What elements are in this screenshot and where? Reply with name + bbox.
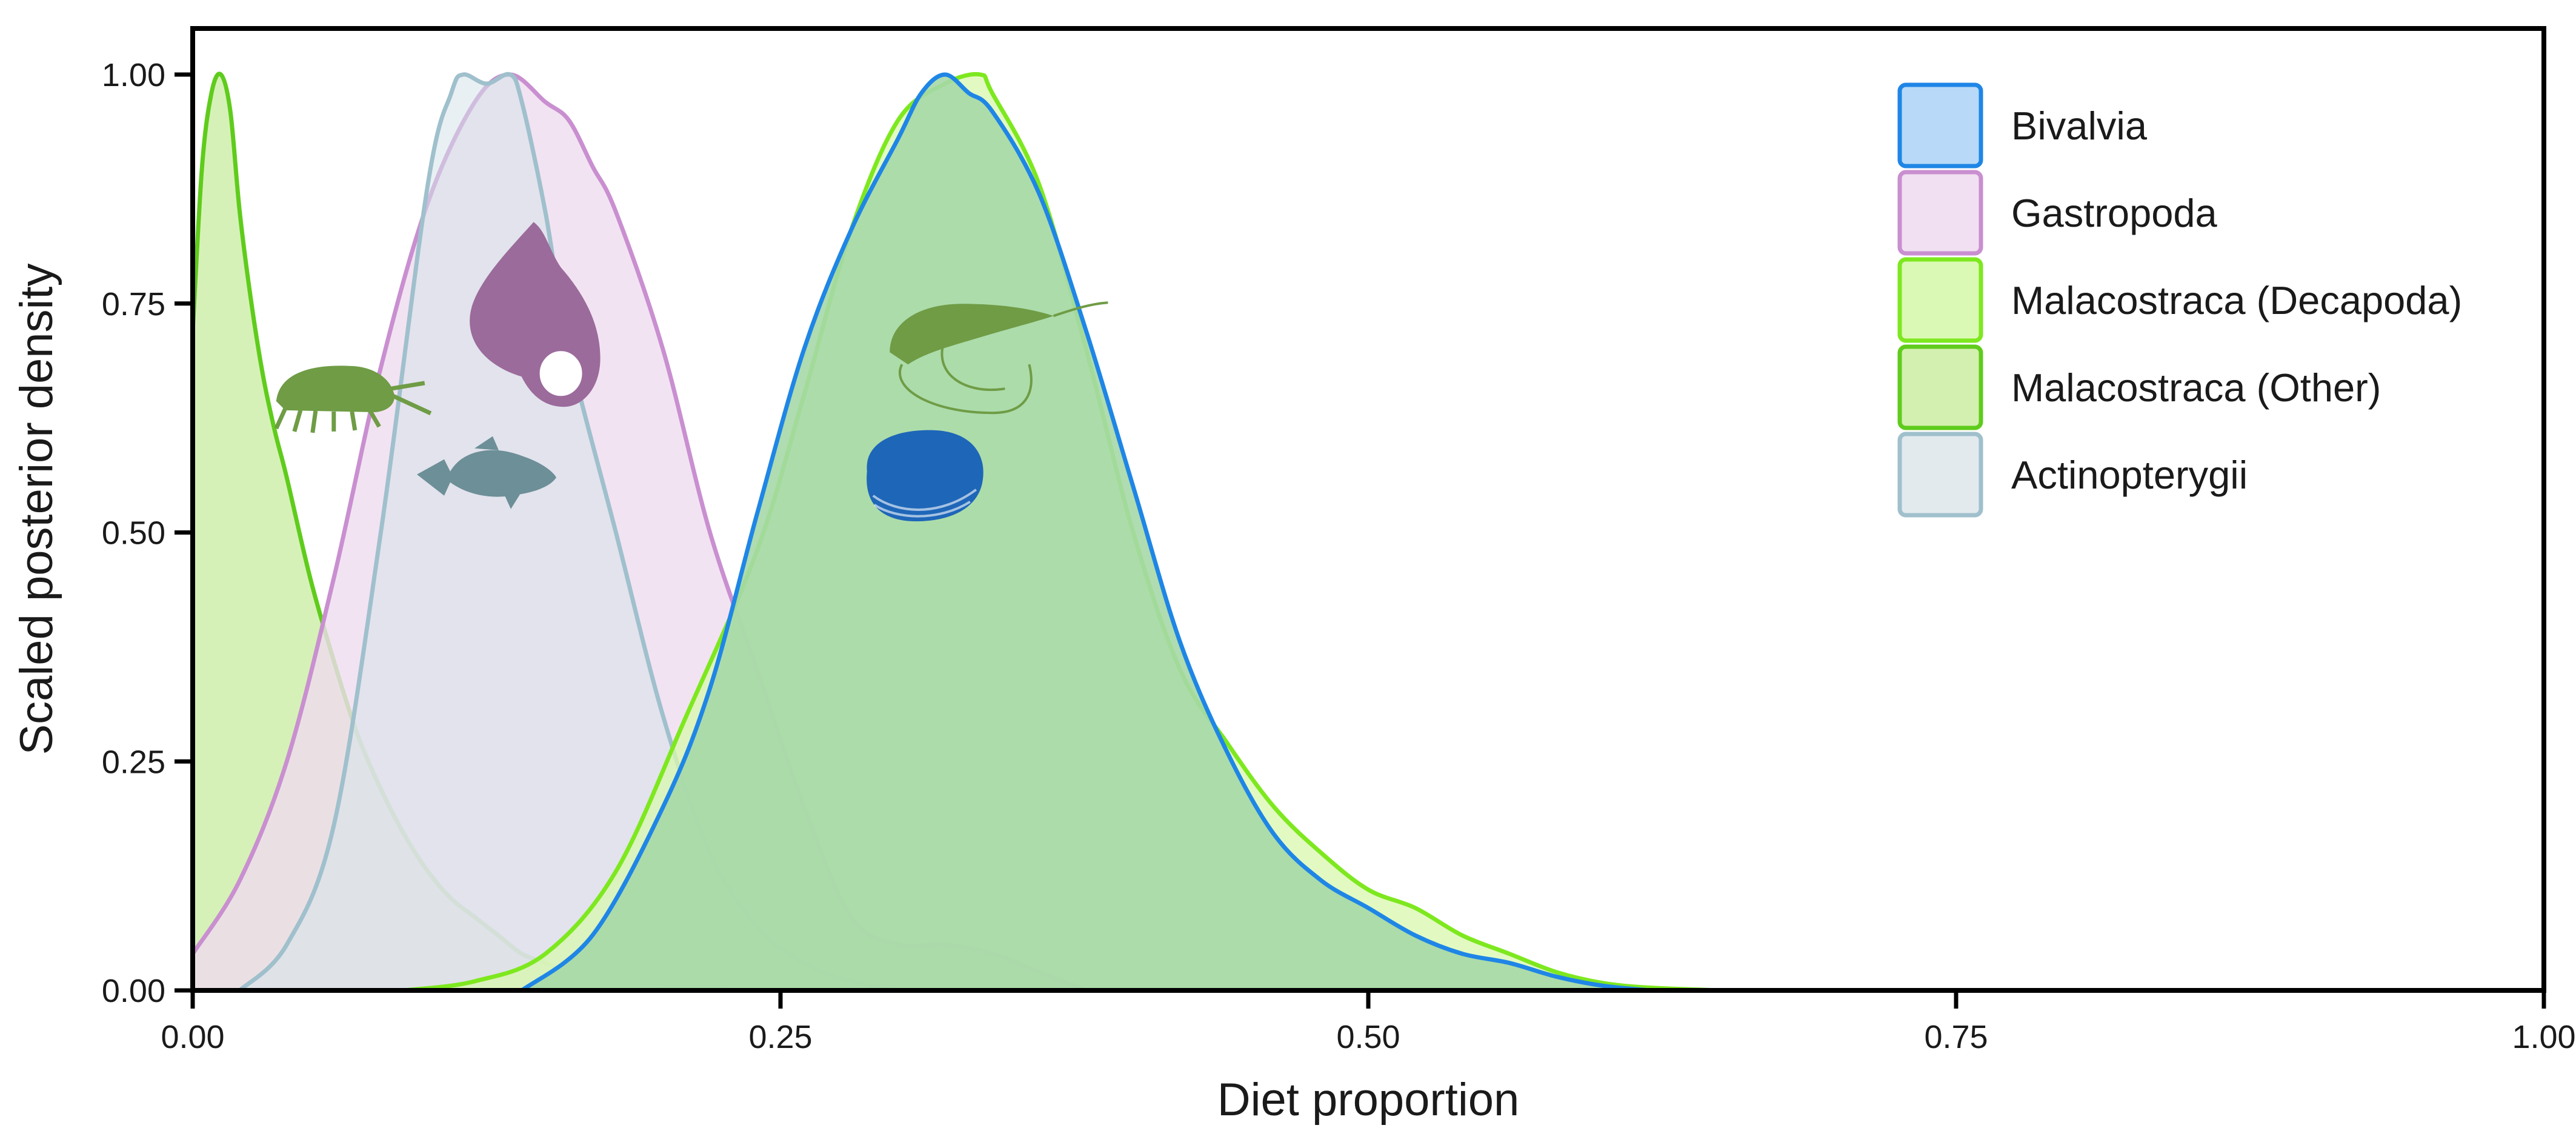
x-tick-label: 0.75 [1924, 1019, 1988, 1055]
legend-item-bivalvia: Bivalvia [1897, 82, 2148, 169]
legend-label: Bivalvia [2011, 104, 2148, 148]
y-tick-label: 0.25 [102, 744, 165, 780]
legend-label: Gastropoda [2011, 191, 2218, 235]
legend-item-actinopterygii: Actinopterygii [1897, 432, 2248, 518]
amphipod-icon [274, 365, 432, 433]
y-axis: 0.00 0.25 0.50 0.75 1.00 [102, 57, 193, 1009]
silhouette-layer [274, 222, 1108, 522]
legend-swatch [1897, 344, 1983, 430]
series-layer [190, 72, 1722, 993]
legend-swatch [1897, 170, 1983, 256]
legend-item-malacostraca-decapoda: Malacostraca (Decapoda) [1897, 257, 2462, 343]
density-area-bivalvia [522, 75, 1651, 990]
y-tick-label: 0.50 [102, 515, 165, 552]
y-axis-title: Scaled posterior density [11, 263, 62, 755]
y-tick-label: 0.00 [102, 973, 165, 1009]
shrimp-icon [890, 301, 1108, 415]
density-area-actinopterygii [239, 74, 899, 991]
x-tick-label: 1.00 [2512, 1019, 2575, 1055]
x-tick-label: 0.50 [1336, 1019, 1400, 1055]
snail-shell-icon [470, 222, 601, 407]
series-bivalvia [521, 72, 1651, 993]
legend-label: Actinopterygii [2011, 453, 2248, 497]
y-tick-label: 1.00 [102, 57, 165, 93]
legend: Bivalvia Gastropoda Malacostraca (Decapoda… [1897, 82, 2462, 518]
x-axis: 0.00 0.25 0.50 0.75 1.00 [161, 990, 2576, 1055]
legend-swatch [1897, 257, 1983, 343]
clam-icon [867, 430, 983, 522]
legend-label: Malacostraca (Other) [2011, 365, 2381, 410]
density-line-bivalvia [521, 72, 1651, 993]
y-tick-label: 0.75 [102, 286, 165, 322]
legend-item-malacostraca-other: Malacostraca (Other) [1897, 344, 2381, 430]
x-tick-label: 0.00 [161, 1019, 224, 1055]
legend-swatch [1897, 432, 1983, 518]
legend-swatch [1897, 82, 1983, 169]
legend-item-gastropoda: Gastropoda [1897, 170, 2218, 256]
x-axis-title: Diet proportion [1217, 1074, 1520, 1126]
legend-label: Malacostraca (Decapoda) [2011, 278, 2462, 322]
fish-icon [417, 436, 556, 509]
x-tick-label: 0.25 [748, 1019, 812, 1055]
